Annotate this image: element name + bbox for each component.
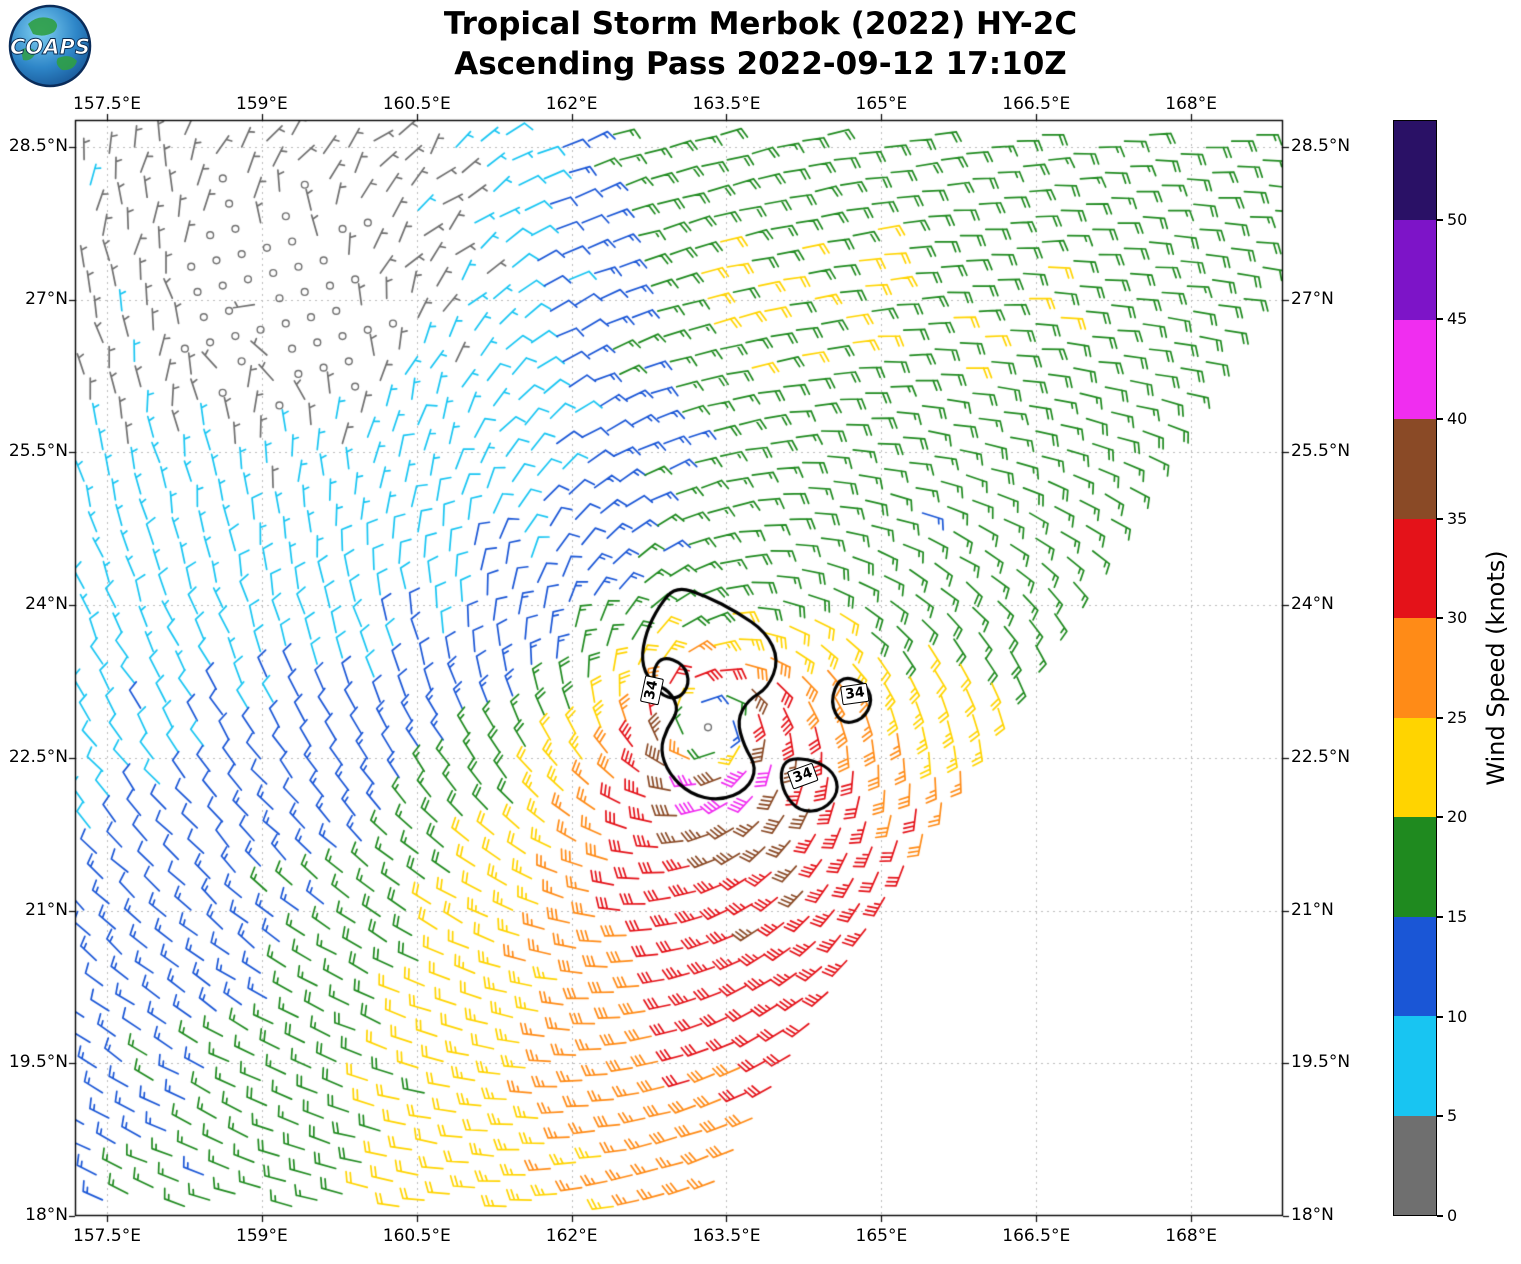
colorbar-tick-mark: [1437, 1215, 1443, 1217]
lon-tick-label-bottom: 165°E: [855, 1226, 908, 1246]
colorbar-axis-label: Wind Speed (knots): [1482, 550, 1510, 786]
colorbar-bin: [1394, 121, 1436, 221]
lat-tick-label-left: 21°N: [25, 899, 68, 920]
lat-tick-label-left: 28.5°N: [8, 135, 68, 156]
colorbar-tick-mark: [1437, 318, 1443, 321]
colorbar-tick-label: 5: [1447, 1106, 1458, 1126]
lon-tick-label-bottom: 157.5°E: [73, 1226, 141, 1246]
colorbar-tick-mark: [1437, 417, 1443, 420]
lat-tick-label-right: 19.5°N: [1291, 1052, 1351, 1073]
colorbar-tick-label: 25: [1447, 707, 1468, 727]
colorbar-tick-mark: [1437, 1015, 1443, 1018]
colorbar-bin: [1394, 717, 1436, 818]
lon-tick-label-top: 162°E: [545, 94, 598, 114]
colorbar-bin: [1394, 618, 1436, 718]
lat-tick-label-left: 27°N: [25, 288, 68, 309]
contour-label-34kt: 34: [840, 682, 870, 706]
lon-tick-label-bottom: 159°E: [236, 1226, 288, 1246]
lon-tick-label-top: 165°E: [855, 94, 908, 114]
colorbar-tick-label: 30: [1447, 608, 1468, 628]
colorbar-bin: [1394, 319, 1436, 420]
lat-tick-label-right: 22.5°N: [1291, 746, 1351, 767]
colorbar-tick-label: 40: [1447, 408, 1468, 428]
colorbar-bin: [1394, 1016, 1436, 1116]
lat-tick-label-right: 18°N: [1291, 1205, 1334, 1225]
lon-tick-label-top: 159°E: [236, 94, 288, 114]
lon-tick-label-bottom: 163.5°E: [692, 1226, 761, 1246]
lat-tick-label-left: 24°N: [25, 594, 68, 615]
lat-tick-label-left: 18°N: [25, 1205, 68, 1225]
lon-tick-label-top: 163.5°E: [692, 94, 761, 114]
colorbar-tick-mark: [1437, 916, 1443, 919]
lon-tick-label-top: 157.5°E: [73, 94, 141, 114]
colorbar-bin: [1394, 220, 1436, 320]
lon-tick-label-bottom: 162°E: [545, 1226, 598, 1246]
colorbar-tick-label: 0: [1447, 1206, 1458, 1225]
colorbar-bin: [1394, 518, 1436, 619]
colorbar-tick-label: 50: [1447, 209, 1468, 229]
colorbar-tick-mark: [1437, 617, 1443, 620]
colorbar-tick-mark: [1437, 218, 1443, 221]
colorbar-bin: [1394, 1115, 1436, 1215]
lat-tick-label-right: 24°N: [1291, 594, 1334, 615]
colorbar-bin: [1394, 817, 1436, 917]
lon-tick-label-top: 168°E: [1165, 94, 1217, 114]
lat-tick-label-right: 28.5°N: [1291, 135, 1351, 156]
lon-tick-label-bottom: 160.5°E: [382, 1226, 451, 1246]
lon-tick-label-top: 166.5°E: [1002, 94, 1071, 114]
colorbar-tick-label: 10: [1447, 1006, 1468, 1026]
colorbar: [1393, 120, 1437, 1216]
colorbar-tick-label: 15: [1447, 907, 1468, 927]
lon-tick-label-bottom: 168°E: [1165, 1226, 1217, 1246]
colorbar-bin: [1394, 916, 1436, 1017]
lat-tick-label-right: 21°N: [1291, 899, 1334, 920]
colorbar-tick-label: 20: [1447, 807, 1468, 827]
lat-tick-label-right: 25.5°N: [1291, 441, 1351, 462]
colorbar-tick-label: 45: [1447, 309, 1468, 329]
lat-tick-label-left: 22.5°N: [8, 746, 68, 767]
lon-tick-label-bottom: 166.5°E: [1002, 1226, 1071, 1246]
lon-tick-label-top: 160.5°E: [382, 94, 451, 114]
colorbar-tick-mark: [1437, 1115, 1443, 1118]
colorbar-tick-mark: [1437, 816, 1443, 819]
colorbar-tick-label: 35: [1447, 508, 1468, 528]
lat-tick-label-left: 19.5°N: [8, 1052, 68, 1073]
colorbar-bin: [1394, 419, 1436, 519]
lat-tick-label-left: 25.5°N: [8, 441, 68, 462]
colorbar-tick-mark: [1437, 716, 1443, 719]
colorbar-tick-mark: [1437, 517, 1443, 520]
lat-tick-label-right: 27°N: [1291, 288, 1334, 309]
